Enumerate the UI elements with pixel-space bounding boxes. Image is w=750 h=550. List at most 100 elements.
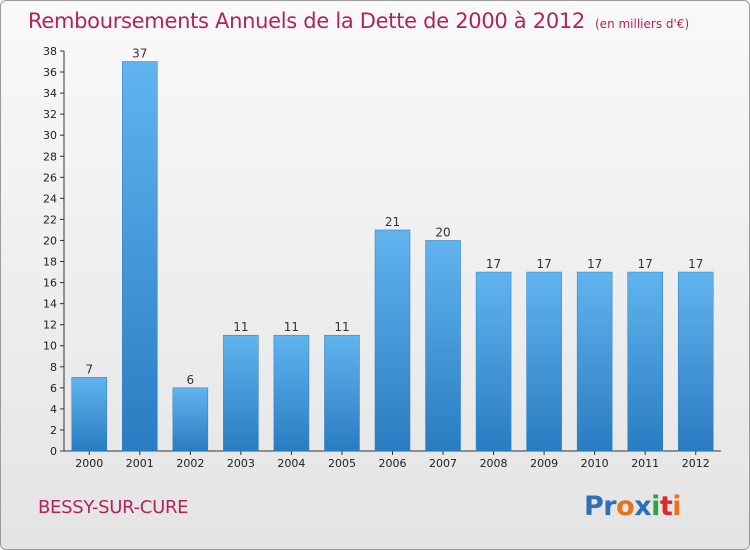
y-tick: 18: [43, 256, 64, 269]
y-tick: 24: [43, 192, 64, 205]
bar-value-label: 11: [284, 320, 299, 334]
y-tick-label: 18: [43, 256, 57, 269]
bar-2003: [223, 334, 259, 452]
bar-value-label: 17: [536, 257, 551, 271]
x-axis: 2000 2001 2002 2003 2004 2005 2006 2007 2008 2009…: [64, 450, 721, 470]
bar-2012: [677, 271, 714, 452]
data-labels: 7 37 6 11 11 11 21 20 17 17 17 17 17: [85, 47, 703, 387]
x-tick-label: 2012: [682, 457, 710, 470]
x-tick-label: 2001: [126, 457, 154, 470]
bar-value-label: 11: [334, 320, 349, 334]
y-tick-label: 6: [50, 382, 57, 395]
y-tick-label: 2: [50, 424, 57, 437]
y-tick: 22: [43, 213, 64, 226]
bar-2010: [576, 271, 613, 452]
x-tick-label: 2008: [480, 457, 508, 470]
logo-letter: o: [616, 491, 635, 522]
y-tick: 14: [43, 298, 64, 311]
y-tick-label: 0: [50, 445, 57, 458]
x-tick-label: 2009: [530, 457, 558, 470]
y-tick-label: 12: [43, 319, 57, 332]
place-name: BESSY-SUR-CURE: [38, 497, 189, 518]
proxiti-logo[interactable]: Proxiti: [584, 491, 682, 522]
y-tick: 36: [43, 66, 64, 79]
x-tick: 2000: [75, 451, 103, 470]
x-tick-label: 2007: [429, 457, 457, 470]
bar-2001: [122, 61, 158, 452]
bar-2008: [475, 271, 512, 452]
y-tick: 6: [50, 382, 64, 395]
x-tick: 2007: [429, 451, 457, 470]
title-text: Remboursements Annuels de la Dette de 20…: [28, 9, 585, 33]
bar-value-label: 17: [486, 257, 501, 271]
x-tick-label: 2000: [75, 457, 103, 470]
y-tick: 38: [43, 45, 64, 58]
x-tick: 2002: [176, 451, 204, 470]
bar-value-label: 6: [187, 373, 195, 387]
bar-value-label: 20: [435, 225, 450, 239]
x-tick-label: 2004: [277, 457, 305, 470]
x-tick: 2003: [227, 451, 255, 470]
y-tick-label: 26: [43, 171, 57, 184]
x-tick: 2001: [126, 451, 154, 470]
y-tick: 20: [43, 234, 64, 247]
logo-letter: x: [634, 491, 652, 522]
x-tick: 2005: [328, 451, 356, 470]
y-tick: 12: [43, 319, 64, 332]
y-tick-label: 4: [50, 403, 57, 416]
x-tick: 2010: [581, 451, 609, 470]
bar-value-label: 21: [385, 215, 400, 229]
logo-letter: i: [651, 491, 660, 522]
chart-title: Remboursements Annuels de la Dette de 20…: [28, 9, 689, 33]
logo-letter: P: [584, 491, 604, 522]
y-tick-label: 24: [43, 192, 57, 205]
x-tick-label: 2005: [328, 457, 356, 470]
x-tick-label: 2006: [379, 457, 407, 470]
x-tick: 2006: [379, 451, 407, 470]
logo-letter: t: [659, 491, 673, 522]
y-tick: 10: [43, 340, 64, 353]
bar-value-label: 37: [132, 47, 147, 61]
bar-2009: [526, 271, 562, 452]
y-tick: 4: [50, 403, 64, 416]
y-tick: 26: [43, 171, 64, 184]
y-tick-label: 36: [43, 66, 57, 79]
x-tick: 2009: [530, 451, 558, 470]
y-tick: 28: [43, 150, 64, 163]
chart-subtitle: (en milliers d'€): [595, 17, 690, 31]
logo-letter: r: [603, 491, 617, 522]
x-tick: 2011: [631, 451, 659, 470]
bar-2004: [273, 334, 310, 452]
x-tick: 2008: [480, 451, 508, 470]
x-tick-label: 2002: [176, 457, 204, 470]
x-tick-label: 2003: [227, 457, 255, 470]
x-tick: 2012: [682, 451, 710, 470]
bar-2006: [374, 229, 411, 452]
y-tick-label: 16: [43, 277, 57, 290]
bar-value-label: 17: [587, 257, 602, 271]
y-tick-label: 20: [43, 234, 57, 247]
y-tick-label: 28: [43, 150, 57, 163]
x-tick: 2004: [277, 451, 305, 470]
bar-value-label: 11: [233, 320, 248, 334]
x-tick-label: 2011: [631, 457, 659, 470]
logo-letter: i: [672, 491, 682, 522]
y-tick: 34: [43, 87, 64, 100]
y-tick-label: 10: [43, 340, 57, 353]
bar-2011: [627, 271, 663, 452]
y-tick-label: 14: [43, 298, 57, 311]
bar-value-label: 7: [85, 362, 93, 376]
bar-value-label: 17: [688, 257, 703, 271]
x-tick-label: 2010: [581, 457, 609, 470]
bar-series: [71, 61, 714, 452]
y-tick-label: 22: [43, 213, 57, 226]
y-tick-label: 34: [43, 87, 57, 100]
y-tick-label: 38: [43, 45, 57, 58]
y-tick-label: 30: [43, 129, 57, 142]
bar-2007: [425, 240, 461, 452]
y-tick: 30: [43, 129, 64, 142]
y-tick: 2: [50, 424, 64, 437]
bar-2002: [172, 387, 209, 452]
